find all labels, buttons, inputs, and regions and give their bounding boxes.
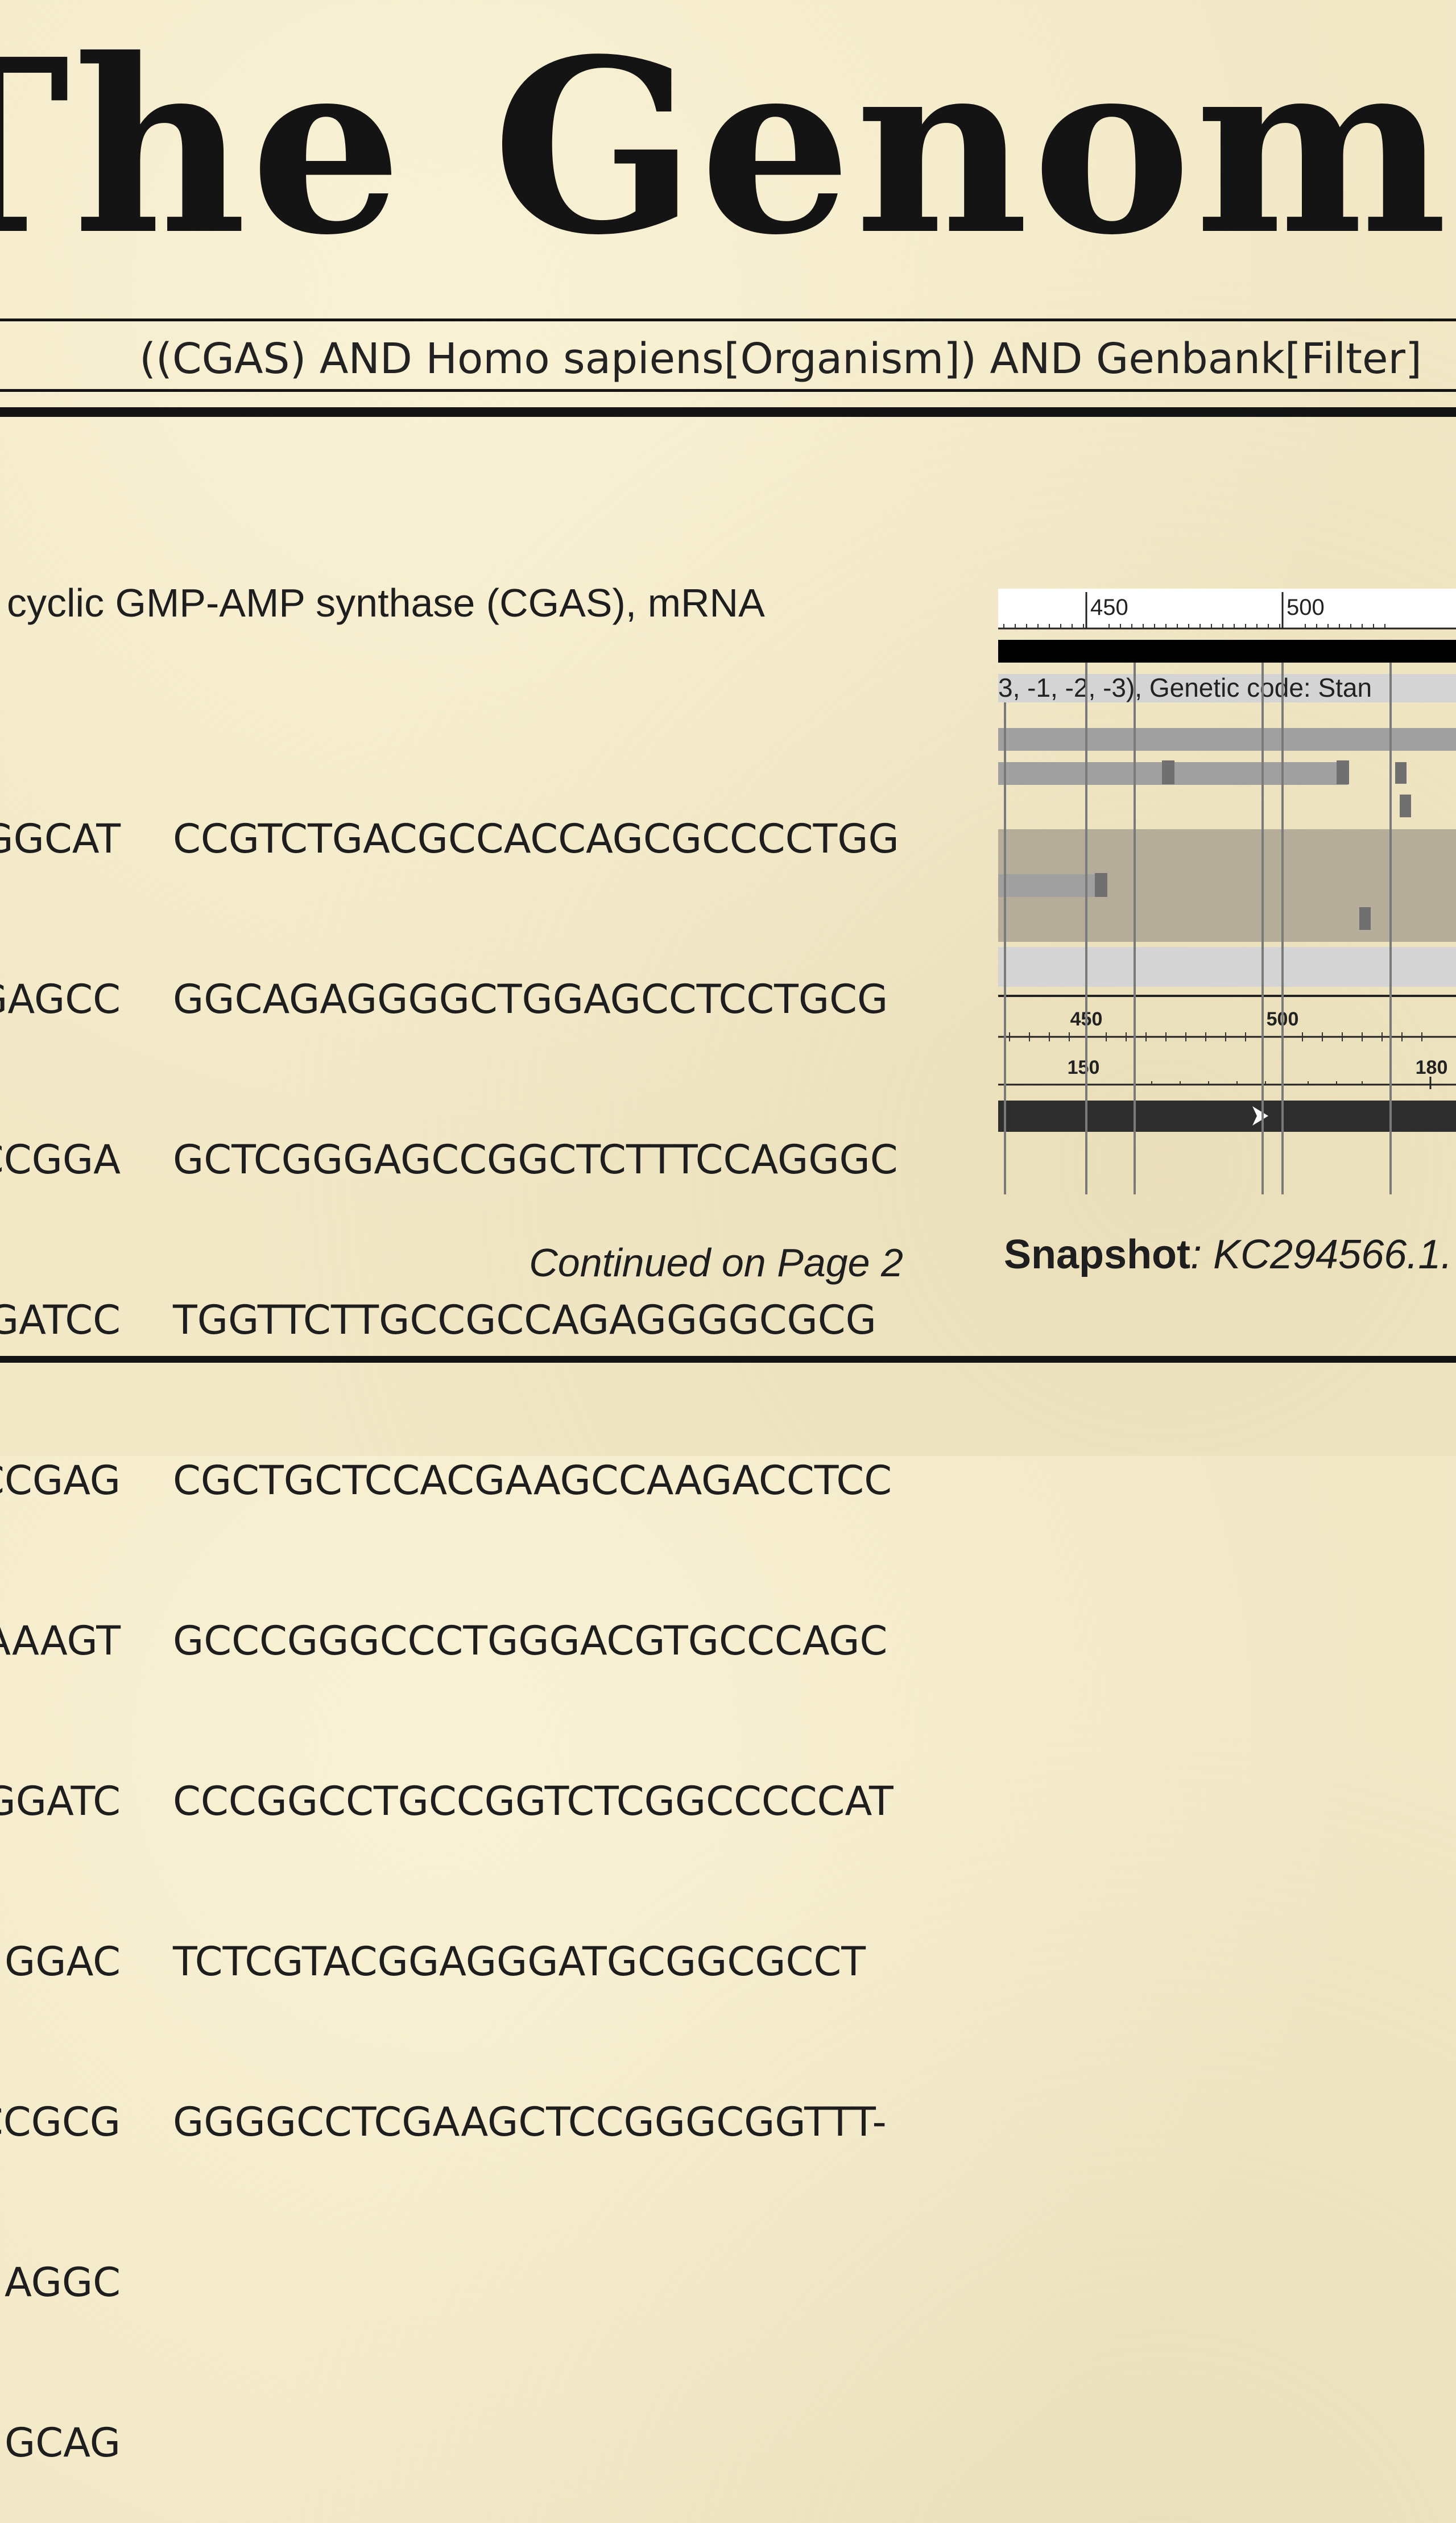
- feature-track-1: [998, 728, 1456, 751]
- protein-ruler-ticks: [1151, 1081, 1363, 1085]
- protein-ruler-label-150: 150: [1068, 1057, 1100, 1078]
- snapshot-accession: KC294566.1.: [1213, 1232, 1453, 1277]
- sequence-right-column: CCGTCTGACGCCACCAGCGCCCCTGG GGCAGAGGGGCTG…: [173, 705, 899, 2202]
- sequence-right-line: CCGTCTGACGCCACCAGCGCCCCTGG: [173, 816, 899, 862]
- arrow-right-icon: [1252, 1106, 1268, 1126]
- snapshot-caption: Snapshot: KC294566.1.: [1004, 1231, 1452, 1278]
- top-ruler-background: [998, 589, 1456, 628]
- sequence-right-line: CCCGGCCTGCCGGTCTCGGCCCCCAT: [173, 1778, 894, 1825]
- masthead-title: The Genome Inquirer: [0, 7, 1456, 288]
- query-rule-thick: [0, 407, 1456, 417]
- sequence-left-line: GGCAT: [0, 816, 121, 862]
- sequence-right-line: GCTCGGGAGCCGGCTCTTTCCAGGGC: [173, 1136, 898, 1183]
- query-rule-thin: [0, 389, 1456, 392]
- sequence-right-line: CGCTGCTCCACGAAGCCAAGACCTCC: [173, 1457, 892, 1504]
- feature-marker: [1395, 762, 1407, 784]
- search-query: ((CGAS) AND Homo sapiens[Organism]) AND …: [139, 334, 1422, 383]
- sequence-left-line: AAAGT: [0, 1618, 121, 1664]
- snapshot-label: Snapshot: [1004, 1232, 1191, 1277]
- sequence-viewer-graphic: 450 500 3, -1, -2, -3), Genetic code: St…: [998, 589, 1456, 1194]
- page-bottom-rule: [0, 1356, 1456, 1363]
- track-header-band: [998, 674, 1456, 702]
- sequence-right-line: GCCCGGGCCCTGGGACGTGCCCAGC: [173, 1618, 888, 1664]
- continued-note: Continued on Page 2: [529, 1240, 903, 1285]
- record-title: cyclic GMP-AMP synthase (CGAS), mRNA: [7, 581, 765, 625]
- sequence-left-line: AGGC: [4, 2259, 121, 2306]
- snapshot-separator: :: [1190, 1232, 1214, 1277]
- top-ruler-label-450: 450: [1090, 595, 1128, 620]
- sequence-right-line: GGGGCCTCGAAGCTCCGGGCGGTTT-: [173, 2099, 887, 2145]
- top-ruler-ticks: [1003, 624, 1385, 628]
- sequence-left-line: GAGCC: [0, 976, 121, 1023]
- sequence-left-line: GATCC: [0, 1297, 121, 1343]
- sequence-viewer-snapshot: 450 500 3, -1, -2, -3), Genetic code: St…: [998, 589, 1456, 1197]
- protein-ruler-label-180: 180: [1416, 1057, 1448, 1078]
- feature-light-band: [998, 947, 1456, 987]
- guide-lines: [1004, 663, 1392, 1194]
- sequence-left-line: GGAC: [4, 1938, 121, 1985]
- track-header-label: 3, -1, -2, -3), Genetic code: Stan: [998, 673, 1372, 702]
- sequence-left-line: GCAG: [4, 2419, 121, 2466]
- sequence-right-line: GGCAGAGGGGCTGGAGCCTCCTGCG: [173, 976, 888, 1023]
- masthead-rule-top: [0, 319, 1456, 321]
- feature-marker: [1337, 760, 1349, 784]
- sequence-right-line: TGGTTCTTGCCGCCAGAGGGGCGCG: [173, 1297, 876, 1343]
- feature-marker: [1095, 873, 1107, 897]
- feature-marker: [1162, 760, 1174, 784]
- sequence-bar: [998, 640, 1456, 663]
- feature-marker: [1359, 907, 1371, 930]
- top-ruler-label-500: 500: [1287, 595, 1325, 620]
- feature-marker: [1400, 795, 1411, 817]
- cds-feature-bar: [998, 1101, 1456, 1132]
- sequence-left-line: GGATC: [0, 1778, 121, 1825]
- sequence-right-line: TCTCGTACGGAGGGATGCGGCGCCT: [173, 1938, 866, 1985]
- nucleotide-ruler-ticks: [1009, 1032, 1422, 1041]
- feature-track-3: [998, 874, 1106, 897]
